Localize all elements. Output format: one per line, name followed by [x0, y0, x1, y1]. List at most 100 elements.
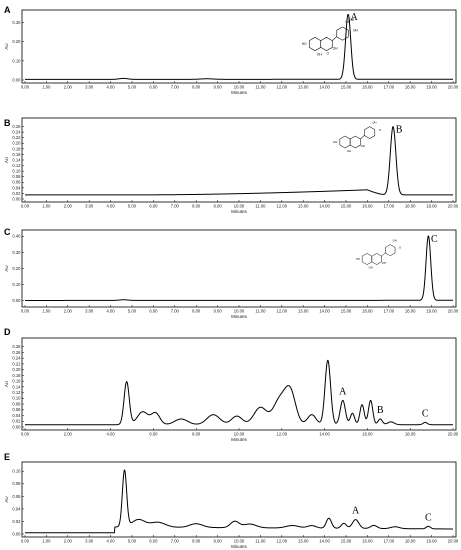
substituent-label: O	[379, 128, 382, 132]
substituent-label: OH	[361, 144, 365, 148]
ring-c	[371, 253, 382, 265]
y-tick-label: 0.06	[12, 494, 21, 499]
substituent-label: OH	[333, 47, 339, 51]
x-tick-label: 14.00	[319, 204, 330, 209]
x-tick-label: 2.00	[64, 309, 73, 314]
x-tick-label: 5.00	[128, 204, 137, 209]
y-tick-label: 0.04	[12, 185, 21, 190]
y-tick-label: 0.00	[12, 298, 21, 303]
y-tick-label: 0.06	[12, 407, 21, 412]
chromatogram-trace	[24, 235, 454, 301]
x-tick-label: 0.00	[21, 539, 30, 544]
y-axis-label: AU	[4, 496, 9, 502]
x-axis-label: Minutes	[231, 314, 248, 319]
x-tick-label: 19.00	[426, 309, 437, 314]
y-tick-label: 0.14	[12, 384, 21, 389]
ring-b	[336, 26, 349, 41]
x-tick-label: 4.00	[107, 85, 116, 90]
y-tick-label: 0.30	[12, 250, 21, 255]
x-tick-label: 11.00	[255, 85, 266, 90]
substituent-label: OH	[345, 20, 351, 24]
x-tick-label: 1.00	[42, 85, 51, 90]
x-tick-label: 12.00	[277, 85, 288, 90]
x-tick-label: 12.00	[277, 432, 288, 437]
chromatogram-trace	[24, 13, 454, 80]
x-tick-label: 14.00	[319, 85, 330, 90]
x-tick-label: 15.00	[341, 204, 352, 209]
y-tick-label: 0.22	[12, 361, 21, 366]
y-tick-label: 0.12	[12, 390, 21, 395]
x-tick-label: 17.00	[384, 204, 395, 209]
x-tick-label: 0.00	[21, 85, 30, 90]
x-tick-label: 20.00	[448, 204, 459, 209]
y-tick-label: 0.00	[12, 531, 21, 536]
y-tick-label: 0.26	[12, 350, 21, 355]
x-tick-label: 2.00	[64, 539, 73, 544]
x-tick-label: 15.00	[341, 539, 352, 544]
x-tick-label: 18.00	[405, 309, 416, 314]
y-tick-label: 0.12	[12, 163, 21, 168]
x-tick-label: 0.00	[21, 204, 30, 209]
panel-c: C 0.00 0.10 0.20 0.30 0.40 0.00 1.00 2.00 3.00 4.0…	[4, 227, 459, 319]
ring-b	[364, 126, 376, 139]
y-tick-label: 0.10	[12, 169, 21, 174]
x-tick-label: 5.00	[128, 309, 137, 314]
x-tick-label: 8.00	[192, 85, 201, 90]
x-tick-label: 6.00	[149, 539, 158, 544]
x-tick-label: 3.00	[85, 539, 94, 544]
x-tick-label: 3.00	[85, 309, 94, 314]
x-tick-label: 7.00	[171, 309, 180, 314]
x-tick-label: 13.00	[298, 204, 309, 209]
plot-frame	[21, 117, 457, 203]
x-tick-label: 6.00	[149, 204, 158, 209]
x-tick-label: 16.00	[362, 432, 373, 437]
y-tick-label: 0.02	[12, 191, 21, 196]
x-tick-label: 18.00	[405, 539, 416, 544]
x-tick-label: 10.00	[234, 85, 245, 90]
y-tick-label: 0.04	[12, 413, 21, 418]
panel-d: D0.000.020.040.060.080.100.120.140.160.1…	[4, 327, 459, 442]
x-tick-label: 5.00	[128, 539, 137, 544]
substituent-label: OH	[353, 29, 359, 33]
x-tick-label: 4.00	[107, 204, 116, 209]
x-tick-label: 12.00	[277, 539, 288, 544]
y-tick-label: 0.10	[12, 282, 21, 287]
x-tick-label: 8.00	[192, 432, 201, 437]
chromatogram-trace	[24, 126, 454, 196]
plot-frame	[21, 461, 457, 538]
peak-label-a: A	[352, 506, 360, 517]
substituent-label: O	[399, 246, 401, 250]
x-axis-label: Minutes	[231, 209, 248, 214]
x-tick-label: 4.00	[107, 432, 116, 437]
ring-a	[339, 135, 351, 149]
substituent-label: OH	[317, 52, 323, 56]
x-tick-label: 15.00	[341, 309, 352, 314]
panel-b: B0.000.020.040.060.080.100.120.140.160.1…	[4, 117, 459, 214]
chromatogram-trace	[24, 469, 454, 534]
x-tick-label: 11.00	[255, 204, 266, 209]
y-axis-label: AU	[4, 157, 9, 163]
x-tick-label: 14.00	[319, 432, 330, 437]
x-tick-label: 17.00	[384, 539, 395, 544]
x-tick-label: 10.00	[234, 204, 245, 209]
y-tick-label: 0.06	[12, 180, 21, 185]
x-tick-label: 16.00	[362, 204, 373, 209]
y-axis-label: AU	[4, 265, 9, 271]
x-tick-label: 3.00	[85, 204, 94, 209]
x-tick-label: 18.00	[405, 204, 416, 209]
y-tick-label: 0.10	[12, 58, 21, 63]
x-tick-label: 8.00	[192, 309, 201, 314]
y-tick-label: 0.24	[12, 130, 21, 135]
x-tick-label: 14.00	[319, 309, 330, 314]
x-tick-label: 13.00	[298, 539, 309, 544]
y-tick-label: 0.08	[12, 401, 21, 406]
x-tick-label: 16.00	[362, 309, 373, 314]
y-tick-label: 0.10	[12, 396, 21, 401]
x-tick-label: 0.00	[21, 432, 30, 437]
y-tick-label: 0.18	[12, 373, 21, 378]
plot-frame	[21, 9, 457, 84]
x-tick-label: 18.00	[405, 432, 416, 437]
